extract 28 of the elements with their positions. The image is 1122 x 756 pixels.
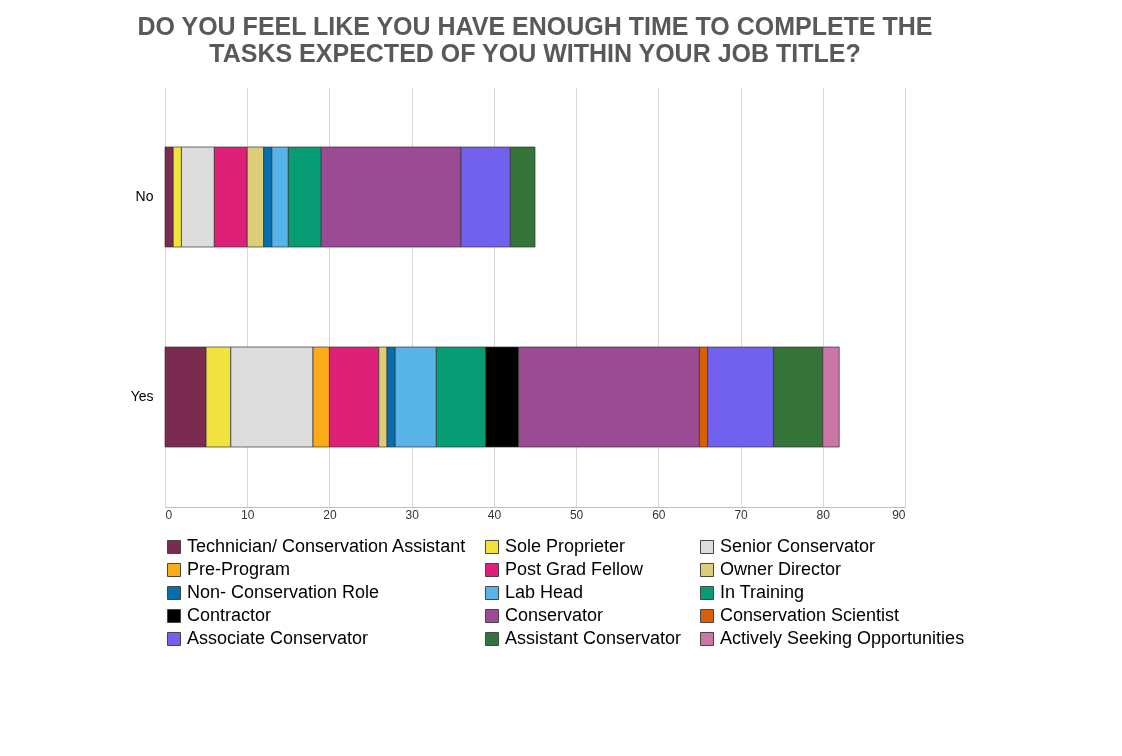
y-tick-label: Yes (130, 388, 154, 404)
legend-label: Actively Seeking Opportunities (720, 628, 965, 648)
x-tick-label: 10 (241, 507, 255, 522)
legend-label: Technician/ Conservation Assistant (187, 536, 466, 556)
x-tick-label: 30 (405, 507, 420, 522)
legend-label: Conservator (505, 605, 604, 625)
legend-label: Owner Director (720, 559, 842, 579)
legend-label: Senior Conservator (720, 536, 876, 556)
x-tick-label: 40 (487, 507, 502, 522)
x-tick-label: 90 (892, 507, 906, 522)
legend-label: Non- Conservation Role (187, 582, 380, 602)
x-tick-label: 0 (165, 507, 173, 522)
x-tick-label: 60 (652, 507, 666, 522)
legend-label: Lab Head (505, 582, 584, 602)
x-tick-label: 20 (323, 507, 337, 522)
y-tick-label: No (135, 188, 154, 204)
legend-label: Post Grad Fellow (505, 559, 645, 579)
legend-label: Pre-Program (187, 559, 291, 579)
x-tick-label: 50 (569, 507, 584, 522)
legend-label: Contractor (187, 605, 272, 625)
legend-label: In Training (720, 582, 805, 602)
legend-label: Associate Conservator (187, 628, 369, 648)
x-tick-label: 80 (816, 507, 831, 522)
x-tick-label: 70 (734, 507, 749, 522)
legend-label: Conservation Scientist (720, 605, 900, 625)
legend-label: Assistant Conservator (505, 628, 682, 648)
legend-label: Sole Proprieter (505, 536, 626, 556)
chart-title: DO YOU FEEL LIKE YOU HAVE ENOUGH TIME TO COMPLETE THE TASKS EXPECTED OF YOU WITHIN YOUR JOB TITLE? (137, 12, 933, 67)
